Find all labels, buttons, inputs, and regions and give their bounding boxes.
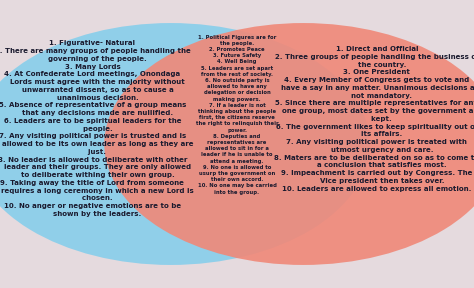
- Text: 1. Figurative- Natural
2. There are many groups of people handling the
    gover: 1. Figurative- Natural 2. There are many…: [0, 40, 194, 217]
- Circle shape: [0, 23, 370, 265]
- Text: 1. Political Figures are for
the people.
2. Promotes Peace
3. Future Safety
4. W: 1. Political Figures are for the people.…: [196, 35, 278, 195]
- Circle shape: [104, 23, 474, 265]
- Text: 1. Direct and Official
2. Three groups of people handling the business of
    th: 1. Direct and Official 2. Three groups o…: [271, 46, 474, 192]
